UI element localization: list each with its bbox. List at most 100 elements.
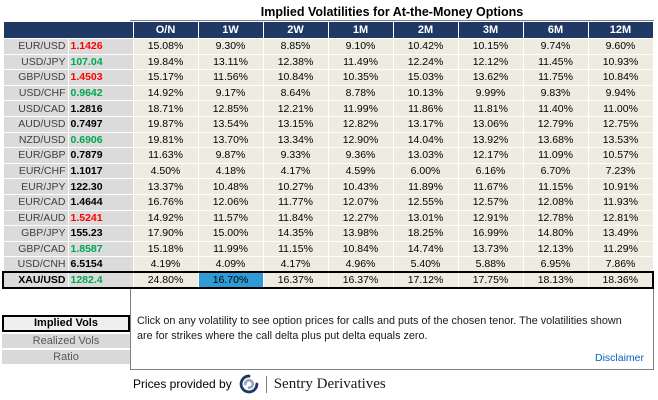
pair-label[interactable]: EUR/JPY — [2, 178, 69, 195]
vol-cell[interactable]: 13.92% — [457, 131, 524, 149]
vol-cell[interactable]: 9.60% — [587, 38, 654, 55]
vol-cell[interactable]: 10.43% — [327, 178, 394, 195]
pair-label[interactable]: USD/CHF — [2, 84, 69, 102]
vol-cell[interactable]: 5.88% — [457, 256, 524, 273]
vol-cell[interactable]: 8.85% — [262, 38, 329, 55]
vol-cell[interactable]: 12.78% — [522, 209, 589, 227]
pair-label[interactable]: USD/CNH — [2, 256, 69, 273]
vol-cell[interactable]: 11.89% — [392, 178, 459, 195]
vol-cell[interactable]: 13.49% — [587, 225, 654, 242]
vol-cell[interactable]: 15.03% — [392, 69, 459, 86]
vol-cell[interactable]: 4.96% — [327, 256, 394, 273]
vol-cell[interactable]: 6.00% — [392, 162, 459, 180]
pair-label[interactable]: EUR/USD — [2, 38, 69, 55]
vol-cell[interactable]: 12.12% — [457, 53, 524, 71]
vol-cell[interactable]: 11.86% — [392, 100, 459, 117]
vol-cell[interactable]: 8.64% — [262, 84, 329, 102]
vol-cell[interactable]: 24.80% — [132, 271, 199, 289]
vol-cell[interactable]: 6.70% — [522, 162, 589, 180]
vol-cell[interactable]: 18.25% — [392, 225, 459, 242]
vol-cell[interactable]: 11.15% — [262, 240, 329, 258]
vol-cell[interactable]: 10.91% — [587, 178, 654, 195]
vol-cell[interactable]: 12.17% — [457, 147, 524, 164]
vol-cell[interactable]: 12.82% — [327, 115, 394, 133]
vol-cell[interactable]: 15.08% — [132, 38, 199, 55]
vol-cell[interactable]: 12.75% — [587, 115, 654, 133]
vol-cell[interactable]: 9.87% — [197, 147, 264, 164]
vol-cell[interactable]: 11.09% — [522, 147, 589, 164]
vol-cell[interactable]: 12.06% — [197, 193, 264, 211]
vol-cell[interactable]: 13.68% — [522, 131, 589, 149]
tab-ratio[interactable]: Ratio — [2, 350, 130, 364]
vol-cell[interactable]: 11.67% — [457, 178, 524, 195]
vol-cell[interactable]: 13.15% — [262, 115, 329, 133]
tab-realized-vols[interactable]: Realized Vols — [2, 334, 130, 348]
pair-label[interactable]: EUR/AUD — [2, 209, 69, 227]
vol-cell[interactable]: 18.71% — [132, 100, 199, 117]
pair-label[interactable]: GBP/USD — [2, 69, 69, 86]
vol-cell[interactable]: 10.84% — [262, 69, 329, 86]
vol-cell[interactable]: 9.83% — [522, 84, 589, 102]
vol-cell[interactable]: 12.08% — [522, 193, 589, 211]
vol-cell[interactable]: 14.92% — [132, 209, 199, 227]
vol-cell[interactable]: 16.37% — [262, 271, 329, 289]
vol-cell[interactable]: 4.18% — [197, 162, 264, 180]
vol-cell[interactable]: 16.70% — [197, 271, 264, 289]
vol-cell[interactable]: 11.63% — [132, 147, 199, 164]
vol-cell[interactable]: 10.84% — [587, 69, 654, 86]
vol-cell[interactable]: 16.76% — [132, 193, 199, 211]
vol-cell[interactable]: 14.92% — [132, 84, 199, 102]
vol-cell[interactable]: 12.13% — [522, 240, 589, 258]
vol-cell[interactable]: 11.93% — [587, 193, 654, 211]
vol-cell[interactable]: 13.54% — [197, 115, 264, 133]
vol-cell[interactable]: 11.81% — [457, 100, 524, 117]
vol-cell[interactable]: 11.77% — [262, 193, 329, 211]
vol-cell[interactable]: 4.50% — [132, 162, 199, 180]
pair-label[interactable]: GBP/CAD — [2, 240, 69, 258]
vol-cell[interactable]: 10.13% — [392, 84, 459, 102]
vol-cell[interactable]: 9.94% — [587, 84, 654, 102]
vol-cell[interactable]: 10.57% — [587, 147, 654, 164]
vol-cell[interactable]: 10.93% — [587, 53, 654, 71]
disclaimer-link[interactable]: Disclaimer — [594, 352, 644, 364]
pair-label[interactable]: NZD/USD — [2, 131, 69, 149]
vol-cell[interactable]: 11.49% — [327, 53, 394, 71]
vol-cell[interactable]: 13.62% — [457, 69, 524, 86]
vol-cell[interactable]: 9.17% — [197, 84, 264, 102]
vol-cell[interactable]: 14.04% — [392, 131, 459, 149]
vol-cell[interactable]: 11.84% — [262, 209, 329, 227]
vol-cell[interactable]: 12.24% — [392, 53, 459, 71]
vol-cell[interactable]: 17.12% — [392, 271, 459, 289]
vol-cell[interactable]: 12.85% — [197, 100, 264, 117]
pair-label[interactable]: AUD/USD — [2, 115, 69, 133]
vol-cell[interactable]: 12.27% — [327, 209, 394, 227]
vol-cell[interactable]: 11.75% — [522, 69, 589, 86]
vol-cell[interactable]: 10.15% — [457, 38, 524, 55]
vol-cell[interactable]: 12.79% — [522, 115, 589, 133]
vol-cell[interactable]: 11.29% — [587, 240, 654, 258]
vol-cell[interactable]: 12.57% — [457, 193, 524, 211]
vol-cell[interactable]: 16.99% — [457, 225, 524, 242]
vol-cell[interactable]: 13.01% — [392, 209, 459, 227]
pair-label[interactable]: EUR/CHF — [2, 162, 69, 180]
vol-cell[interactable]: 14.74% — [392, 240, 459, 258]
vol-cell[interactable]: 18.13% — [522, 271, 589, 289]
vol-cell[interactable]: 6.95% — [522, 256, 589, 273]
vol-cell[interactable]: 9.33% — [262, 147, 329, 164]
vol-cell[interactable]: 13.73% — [457, 240, 524, 258]
pair-label[interactable]: GBP/JPY — [2, 225, 69, 242]
vol-cell[interactable]: 13.11% — [197, 53, 264, 71]
vol-cell[interactable]: 19.87% — [132, 115, 199, 133]
pair-label[interactable]: XAU/USD — [2, 271, 69, 289]
vol-cell[interactable]: 19.81% — [132, 131, 199, 149]
vol-cell[interactable]: 13.17% — [392, 115, 459, 133]
vol-cell[interactable]: 11.15% — [522, 178, 589, 195]
vol-cell[interactable]: 18.36% — [587, 271, 654, 289]
vol-cell[interactable]: 10.27% — [262, 178, 329, 195]
tab-implied-vols[interactable]: Implied Vols — [2, 315, 130, 332]
vol-cell[interactable]: 4.17% — [262, 256, 329, 273]
vol-cell[interactable]: 5.40% — [392, 256, 459, 273]
vol-cell[interactable]: 13.34% — [262, 131, 329, 149]
vol-cell[interactable]: 14.35% — [262, 225, 329, 242]
pair-label[interactable]: USD/CAD — [2, 100, 69, 117]
